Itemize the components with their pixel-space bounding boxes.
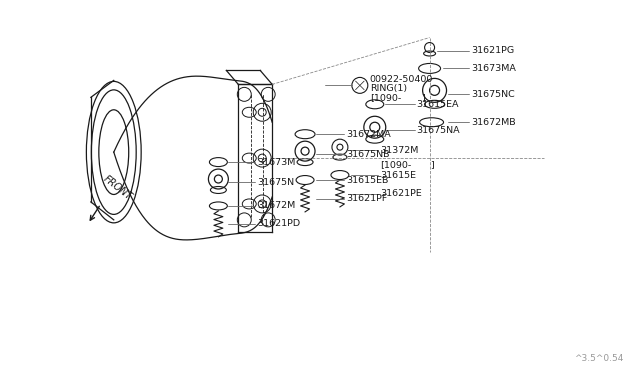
Text: 31372M: 31372M <box>380 145 418 155</box>
Text: 31675N: 31675N <box>257 177 294 186</box>
Text: 31621PD: 31621PD <box>257 219 300 228</box>
Text: 31673M: 31673M <box>257 158 296 167</box>
Text: 31615EA: 31615EA <box>417 100 459 109</box>
Text: 31672MB: 31672MB <box>472 118 516 127</box>
Text: 31621PG: 31621PG <box>472 46 515 55</box>
Text: 31615EB: 31615EB <box>346 176 388 185</box>
Text: 31675NA: 31675NA <box>417 126 460 135</box>
Text: 31621PF: 31621PF <box>346 195 387 203</box>
Text: 31675NB: 31675NB <box>346 150 389 158</box>
Text: 31672M: 31672M <box>257 201 296 211</box>
Text: 31672MA: 31672MA <box>346 130 390 139</box>
Text: RING(1): RING(1) <box>370 84 407 93</box>
Text: ]: ] <box>413 161 435 170</box>
Text: 31675NC: 31675NC <box>472 90 515 99</box>
Text: 31673MA: 31673MA <box>472 64 516 73</box>
Text: 31615E: 31615E <box>380 170 416 180</box>
Text: ^3.5^0.54: ^3.5^0.54 <box>575 355 624 363</box>
Text: ]: ] <box>406 93 426 102</box>
Text: FRONT: FRONT <box>102 174 134 202</box>
Text: 00922-50400: 00922-50400 <box>370 75 433 84</box>
Text: 31621PE: 31621PE <box>380 189 422 199</box>
Text: [1090-: [1090- <box>380 161 411 170</box>
Text: [1090-: [1090- <box>370 93 401 102</box>
